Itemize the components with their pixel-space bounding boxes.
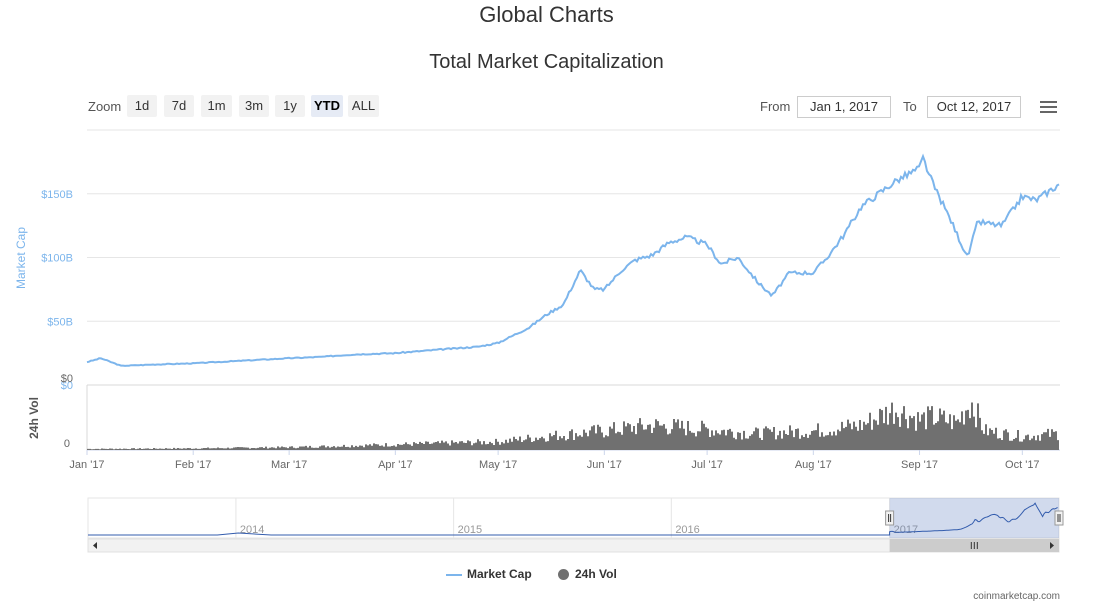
- page-title: Global Charts: [479, 2, 614, 27]
- zoom-label: Zoom: [88, 99, 122, 114]
- volume-axis-label: 24h Vol: [27, 397, 41, 439]
- x-tick-label: Jul '17: [691, 459, 722, 471]
- navigator-tick-label: 2015: [458, 524, 482, 536]
- x-tick-label: May '17: [479, 459, 517, 471]
- volume-tick-label: 0: [64, 438, 70, 450]
- market-cap-line: [86, 153, 1060, 367]
- zoom-3m-button[interactable]: 3m: [239, 95, 269, 117]
- legend-line-icon: [446, 573, 462, 576]
- to-date-input[interactable]: [927, 96, 1021, 118]
- x-tick-label: Jun '17: [587, 459, 622, 471]
- from-label: From: [760, 99, 791, 114]
- navigator-handle[interactable]: [1054, 510, 1064, 526]
- legend-label-24h-vol: 24h Vol: [575, 567, 617, 581]
- y-tick-label: $50B: [47, 316, 73, 328]
- chart-title: Total Market Capitalization: [429, 51, 664, 73]
- navigator-tick-label: 2016: [675, 524, 699, 536]
- y-tick-label: $0: [61, 380, 73, 392]
- x-tick-label: Feb '17: [175, 459, 211, 471]
- x-tick-label: Jan '17: [69, 459, 104, 471]
- y-tick-label: $100B: [41, 253, 73, 265]
- scroll-right-arrow-icon[interactable]: [1050, 542, 1054, 549]
- zoom-ytd-button[interactable]: YTD: [311, 95, 343, 117]
- handle-box: [885, 510, 895, 526]
- to-label: To: [903, 99, 917, 114]
- x-tick-label: Aug '17: [795, 459, 832, 471]
- legend-item-24h-vol[interactable]: 24h Vol: [558, 567, 617, 581]
- x-tick-label: Sep '17: [901, 459, 938, 471]
- handle-box: [1054, 510, 1064, 526]
- credit-link[interactable]: coinmarketcap.com: [973, 591, 1060, 602]
- navigator-tick-label: 2017: [894, 524, 918, 536]
- legend-circle-icon: [558, 569, 569, 581]
- zoom-1y-button[interactable]: 1y: [275, 95, 305, 117]
- legend-item-market-cap[interactable]: Market Cap: [446, 567, 532, 581]
- zoom-all-button[interactable]: ALL: [348, 95, 379, 117]
- x-tick-label: Apr '17: [378, 459, 413, 471]
- navigator-line: [88, 502, 1058, 536]
- y-axis-label: Market Cap: [14, 227, 28, 289]
- navigator-handle[interactable]: [885, 510, 895, 526]
- zoom-1m-button[interactable]: 1m: [201, 95, 232, 117]
- volume-bars: [87, 402, 1059, 450]
- y-tick-label: $150B: [41, 189, 73, 201]
- navigator-frame: [87, 497, 1060, 539]
- scroll-left-arrow-icon[interactable]: [93, 542, 97, 549]
- x-tick-label: Mar '17: [271, 459, 307, 471]
- from-date-input[interactable]: [797, 96, 891, 118]
- volume-tick-label: $0: [61, 373, 73, 385]
- x-tick-label: Oct '17: [1005, 459, 1040, 471]
- legend-label-market-cap: Market Cap: [467, 567, 532, 581]
- zoom-1d-button[interactable]: 1d: [127, 95, 157, 117]
- zoom-7d-button[interactable]: 7d: [164, 95, 194, 117]
- hamburger-menu-icon[interactable]: [1040, 101, 1057, 115]
